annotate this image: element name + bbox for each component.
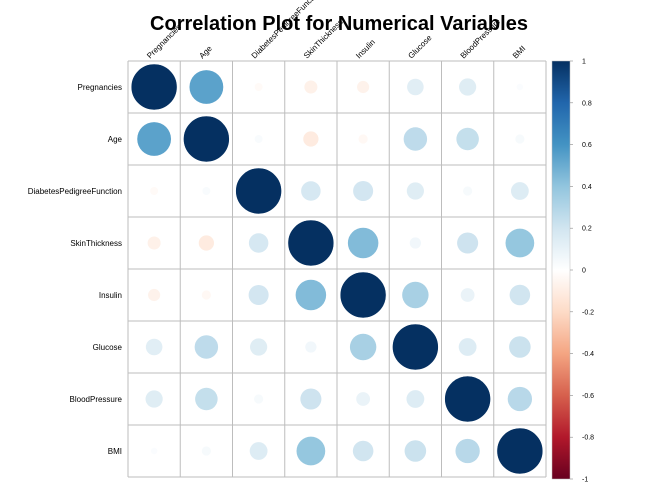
corr-cell-2-4 <box>353 180 374 202</box>
corr-cell-5-7 <box>509 336 531 358</box>
corr-cell-3-2 <box>248 233 269 253</box>
row-label: SkinThickness <box>70 239 122 248</box>
corr-cell-2-5 <box>406 182 424 200</box>
corr-cell-0-5 <box>407 78 424 96</box>
corr-cell-5-5 <box>392 323 439 371</box>
corr-cell-1-7 <box>515 134 525 144</box>
corr-cell-2-1 <box>202 187 211 195</box>
colorbar-tick-label: 0 <box>582 268 586 275</box>
corr-cell-1-3 <box>303 131 319 147</box>
corr-cell-4-2 <box>248 284 269 306</box>
corr-cell-2-6 <box>463 186 473 196</box>
corr-cell-0-3 <box>304 80 318 94</box>
corr-cell-2-7 <box>510 182 529 200</box>
corr-cell-5-3 <box>305 341 317 353</box>
colorbar-tick-label: -1 <box>582 477 588 484</box>
corr-cell-0-6 <box>459 78 477 96</box>
corr-cell-1-4 <box>358 134 368 144</box>
corr-cell-3-4 <box>347 227 379 259</box>
corr-cell-0-4 <box>357 80 370 94</box>
corr-cell-5-0 <box>145 338 163 356</box>
corr-cell-7-4 <box>352 440 374 462</box>
corr-cell-4-5 <box>402 281 429 309</box>
corr-cell-3-6 <box>457 232 479 254</box>
corr-cell-7-1 <box>201 446 211 456</box>
colorbar-gradient <box>551 60 571 480</box>
corr-cell-1-5 <box>403 127 428 151</box>
corr-cell-6-7 <box>507 386 533 412</box>
corr-cell-7-2 <box>249 442 268 460</box>
colorbar-tick-label: 0.8 <box>582 100 592 107</box>
row-label: Age <box>108 135 123 144</box>
corr-cell-7-3 <box>296 436 326 466</box>
corr-cell-4-7 <box>509 284 531 306</box>
corr-cell-2-3 <box>301 181 321 201</box>
corr-cell-5-1 <box>194 335 219 359</box>
corr-cell-7-5 <box>404 440 427 462</box>
corr-cell-6-1 <box>195 387 218 411</box>
corr-cell-4-3 <box>295 279 327 311</box>
corr-cell-3-1 <box>198 235 215 251</box>
corr-cell-5-4 <box>349 333 377 361</box>
corr-cell-7-7 <box>496 427 544 475</box>
corr-cell-3-3 <box>287 219 335 267</box>
column-label: Age <box>197 44 214 61</box>
row-label: Pregnancies <box>78 83 122 92</box>
column-label: BMI <box>511 44 527 60</box>
row-label: Insulin <box>99 291 122 300</box>
corr-cell-1-1 <box>183 115 230 163</box>
colorbar-tick-label: -0.6 <box>582 393 594 400</box>
column-label: Insulin <box>354 38 377 61</box>
corr-cell-6-2 <box>254 394 264 404</box>
matrix-grid <box>127 60 547 478</box>
corr-cell-2-0 <box>150 187 159 195</box>
corr-cell-3-7 <box>505 228 535 258</box>
corr-cell-1-6 <box>456 127 479 151</box>
corr-cell-5-6 <box>458 338 477 356</box>
colorbar-tick-label: 0.4 <box>582 184 592 191</box>
corr-cell-1-2 <box>254 135 263 143</box>
row-label: DiabetesPedigreeFunction <box>28 187 122 196</box>
chart-title: Correlation Plot for Numerical Variables <box>150 13 528 35</box>
corr-cell-2-2 <box>235 167 282 215</box>
corr-cell-5-2 <box>250 338 268 356</box>
corr-cell-0-2 <box>254 83 263 91</box>
corr-cell-7-6 <box>455 438 480 464</box>
colorbar-tick-label: -0.8 <box>582 435 594 442</box>
colorbar-tick-label: 0.6 <box>582 142 592 149</box>
colorbar: 1 0.8 0.6 0.4 0.2 0 -0.2 -0.4 -0.6 -0.8 -1 <box>551 59 594 484</box>
colorbar-tick-label: -0.4 <box>582 351 594 358</box>
corr-cell-3-5 <box>409 237 422 249</box>
corr-cell-6-0 <box>145 390 163 408</box>
corr-cell-4-1 <box>201 290 211 300</box>
corr-cell-6-6 <box>444 375 491 423</box>
corr-cell-0-7 <box>516 83 524 91</box>
corr-cell-7-0 <box>150 447 158 455</box>
colorbar-tick-label: 0.2 <box>582 226 592 233</box>
corr-cell-3-0 <box>147 236 161 250</box>
colorbar-tick-label: -0.2 <box>582 309 594 316</box>
row-label: BloodPressure <box>70 395 123 404</box>
corr-cell-0-0 <box>130 63 178 111</box>
corr-cell-6-3 <box>300 388 322 410</box>
row-label: Glucose <box>93 343 123 352</box>
row-label: BMI <box>108 447 122 456</box>
corr-cell-1-0 <box>137 122 172 156</box>
corr-cell-0-1 <box>189 70 224 104</box>
corr-cell-4-6 <box>460 288 475 302</box>
colorbar-tick-label: 1 <box>582 59 586 66</box>
row-labels: Pregnancies Age DiabetesPedigreeFunction Sk… <box>28 83 123 456</box>
corr-cell-6-5 <box>406 390 425 408</box>
corr-cell-4-0 <box>148 288 161 302</box>
corr-cell-4-4 <box>339 271 387 319</box>
corr-cell-6-4 <box>356 392 371 406</box>
column-label: Glucose <box>406 33 434 61</box>
